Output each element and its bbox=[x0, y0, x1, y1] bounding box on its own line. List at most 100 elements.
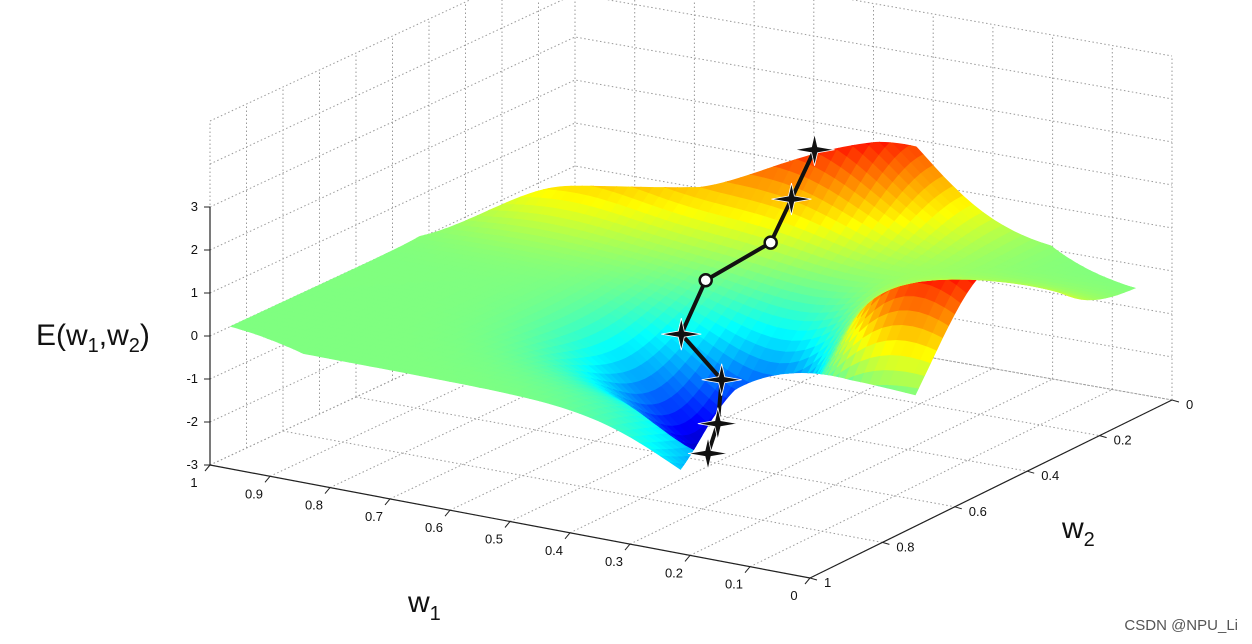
surface-patch bbox=[855, 114, 871, 129]
surface-patch bbox=[776, 501, 792, 507]
surface-patch bbox=[858, 98, 874, 109]
surface-patch bbox=[591, 117, 607, 121]
surface-patch bbox=[619, 117, 635, 121]
surface-patch bbox=[236, 334, 252, 339]
surface-patch bbox=[488, 184, 504, 192]
surface-patch bbox=[545, 134, 561, 140]
surface-patch bbox=[576, 154, 592, 164]
surface-patch bbox=[560, 130, 576, 139]
surface-patch bbox=[709, 145, 725, 157]
surface-patch bbox=[528, 148, 544, 158]
surface-patch bbox=[763, 448, 779, 456]
surface-patch bbox=[1126, 264, 1142, 269]
surface-patch bbox=[606, 158, 622, 170]
surface-patch bbox=[628, 112, 644, 115]
surface-patch bbox=[737, 440, 753, 444]
surface-patch bbox=[608, 139, 624, 149]
surface-patch bbox=[842, 486, 858, 495]
surface-patch bbox=[807, 409, 823, 423]
surface-patch bbox=[716, 468, 732, 477]
surface-patch bbox=[622, 115, 638, 120]
surface-patch bbox=[757, 454, 773, 463]
surface-patch bbox=[562, 125, 578, 132]
surface-patch bbox=[815, 379, 831, 398]
surface-patch bbox=[660, 109, 676, 111]
surface-patch bbox=[712, 108, 728, 110]
surface-patch bbox=[641, 158, 657, 171]
surface-patch bbox=[615, 161, 631, 173]
surface-patch bbox=[678, 111, 694, 113]
surface-patch bbox=[652, 110, 668, 112]
surface-patch bbox=[626, 119, 642, 126]
surface-patch bbox=[772, 509, 788, 510]
surface-patch bbox=[805, 430, 821, 442]
surface-patch bbox=[684, 113, 700, 118]
x-tick-mark bbox=[745, 567, 750, 573]
surface-patch bbox=[788, 88, 804, 93]
surface-patch bbox=[843, 129, 859, 146]
surface-patch bbox=[803, 452, 819, 463]
surface-patch bbox=[708, 480, 724, 487]
surface-patch bbox=[765, 426, 781, 438]
surface-patch bbox=[872, 446, 888, 458]
surface-patch bbox=[656, 109, 672, 110]
surface-patch bbox=[676, 110, 692, 111]
surface-patch bbox=[731, 441, 747, 443]
y-tick-mark bbox=[955, 507, 962, 509]
surface-patch bbox=[744, 111, 760, 119]
surface-patch bbox=[795, 397, 811, 414]
surface-patch bbox=[774, 477, 790, 487]
surface-patch bbox=[724, 454, 740, 463]
surface-patch bbox=[742, 127, 758, 137]
surface-patch bbox=[776, 393, 792, 410]
surface-patch bbox=[536, 157, 552, 167]
surface-patch bbox=[753, 447, 769, 454]
surface-patch bbox=[720, 478, 736, 487]
surface-patch bbox=[768, 483, 784, 492]
surface-patch bbox=[735, 448, 751, 454]
surface-patch bbox=[750, 104, 766, 112]
surface-patch bbox=[768, 94, 784, 99]
surface-patch bbox=[769, 426, 785, 442]
surface-patch bbox=[778, 91, 794, 96]
surface-patch bbox=[824, 481, 840, 491]
surface-patch bbox=[598, 114, 614, 119]
surface-patch bbox=[795, 391, 811, 414]
surface-patch bbox=[724, 486, 740, 493]
surface-patch bbox=[798, 86, 814, 90]
surface-patch bbox=[1114, 270, 1130, 275]
y-tick-label: 0.6 bbox=[969, 504, 987, 519]
surface-patch bbox=[758, 118, 774, 128]
surface-patch bbox=[717, 169, 733, 182]
surface-patch bbox=[783, 414, 799, 427]
surface-patch bbox=[676, 129, 692, 139]
surface-patch bbox=[836, 462, 852, 474]
surface-patch bbox=[526, 141, 542, 149]
surface-patch bbox=[718, 487, 734, 494]
surface-patch bbox=[1084, 264, 1100, 269]
surface-patch bbox=[751, 435, 767, 440]
surface-patch bbox=[777, 415, 793, 432]
surface-patch bbox=[216, 330, 232, 335]
surface-patch bbox=[792, 89, 808, 95]
surface-patch bbox=[687, 162, 703, 175]
surface-patch bbox=[530, 165, 546, 174]
surface-patch bbox=[681, 172, 697, 185]
y-label-sub: 2 bbox=[1084, 529, 1095, 551]
x-tick-label: 0.8 bbox=[305, 498, 323, 513]
grid-line bbox=[210, 0, 1172, 164]
surface-patch bbox=[797, 385, 813, 409]
surface-patch bbox=[700, 111, 716, 114]
surface-patch bbox=[1134, 273, 1150, 278]
surface-patch bbox=[542, 149, 558, 159]
surface-patch bbox=[250, 341, 266, 346]
surface-patch bbox=[768, 118, 784, 129]
surface-patch bbox=[613, 115, 629, 119]
surface-patch bbox=[655, 174, 671, 187]
surface-patch bbox=[716, 490, 732, 497]
surface-patch bbox=[846, 460, 862, 472]
surface-patch bbox=[750, 411, 766, 423]
surface-patch bbox=[829, 108, 845, 122]
surface-patch bbox=[1098, 271, 1114, 276]
surface-patch bbox=[230, 337, 246, 342]
